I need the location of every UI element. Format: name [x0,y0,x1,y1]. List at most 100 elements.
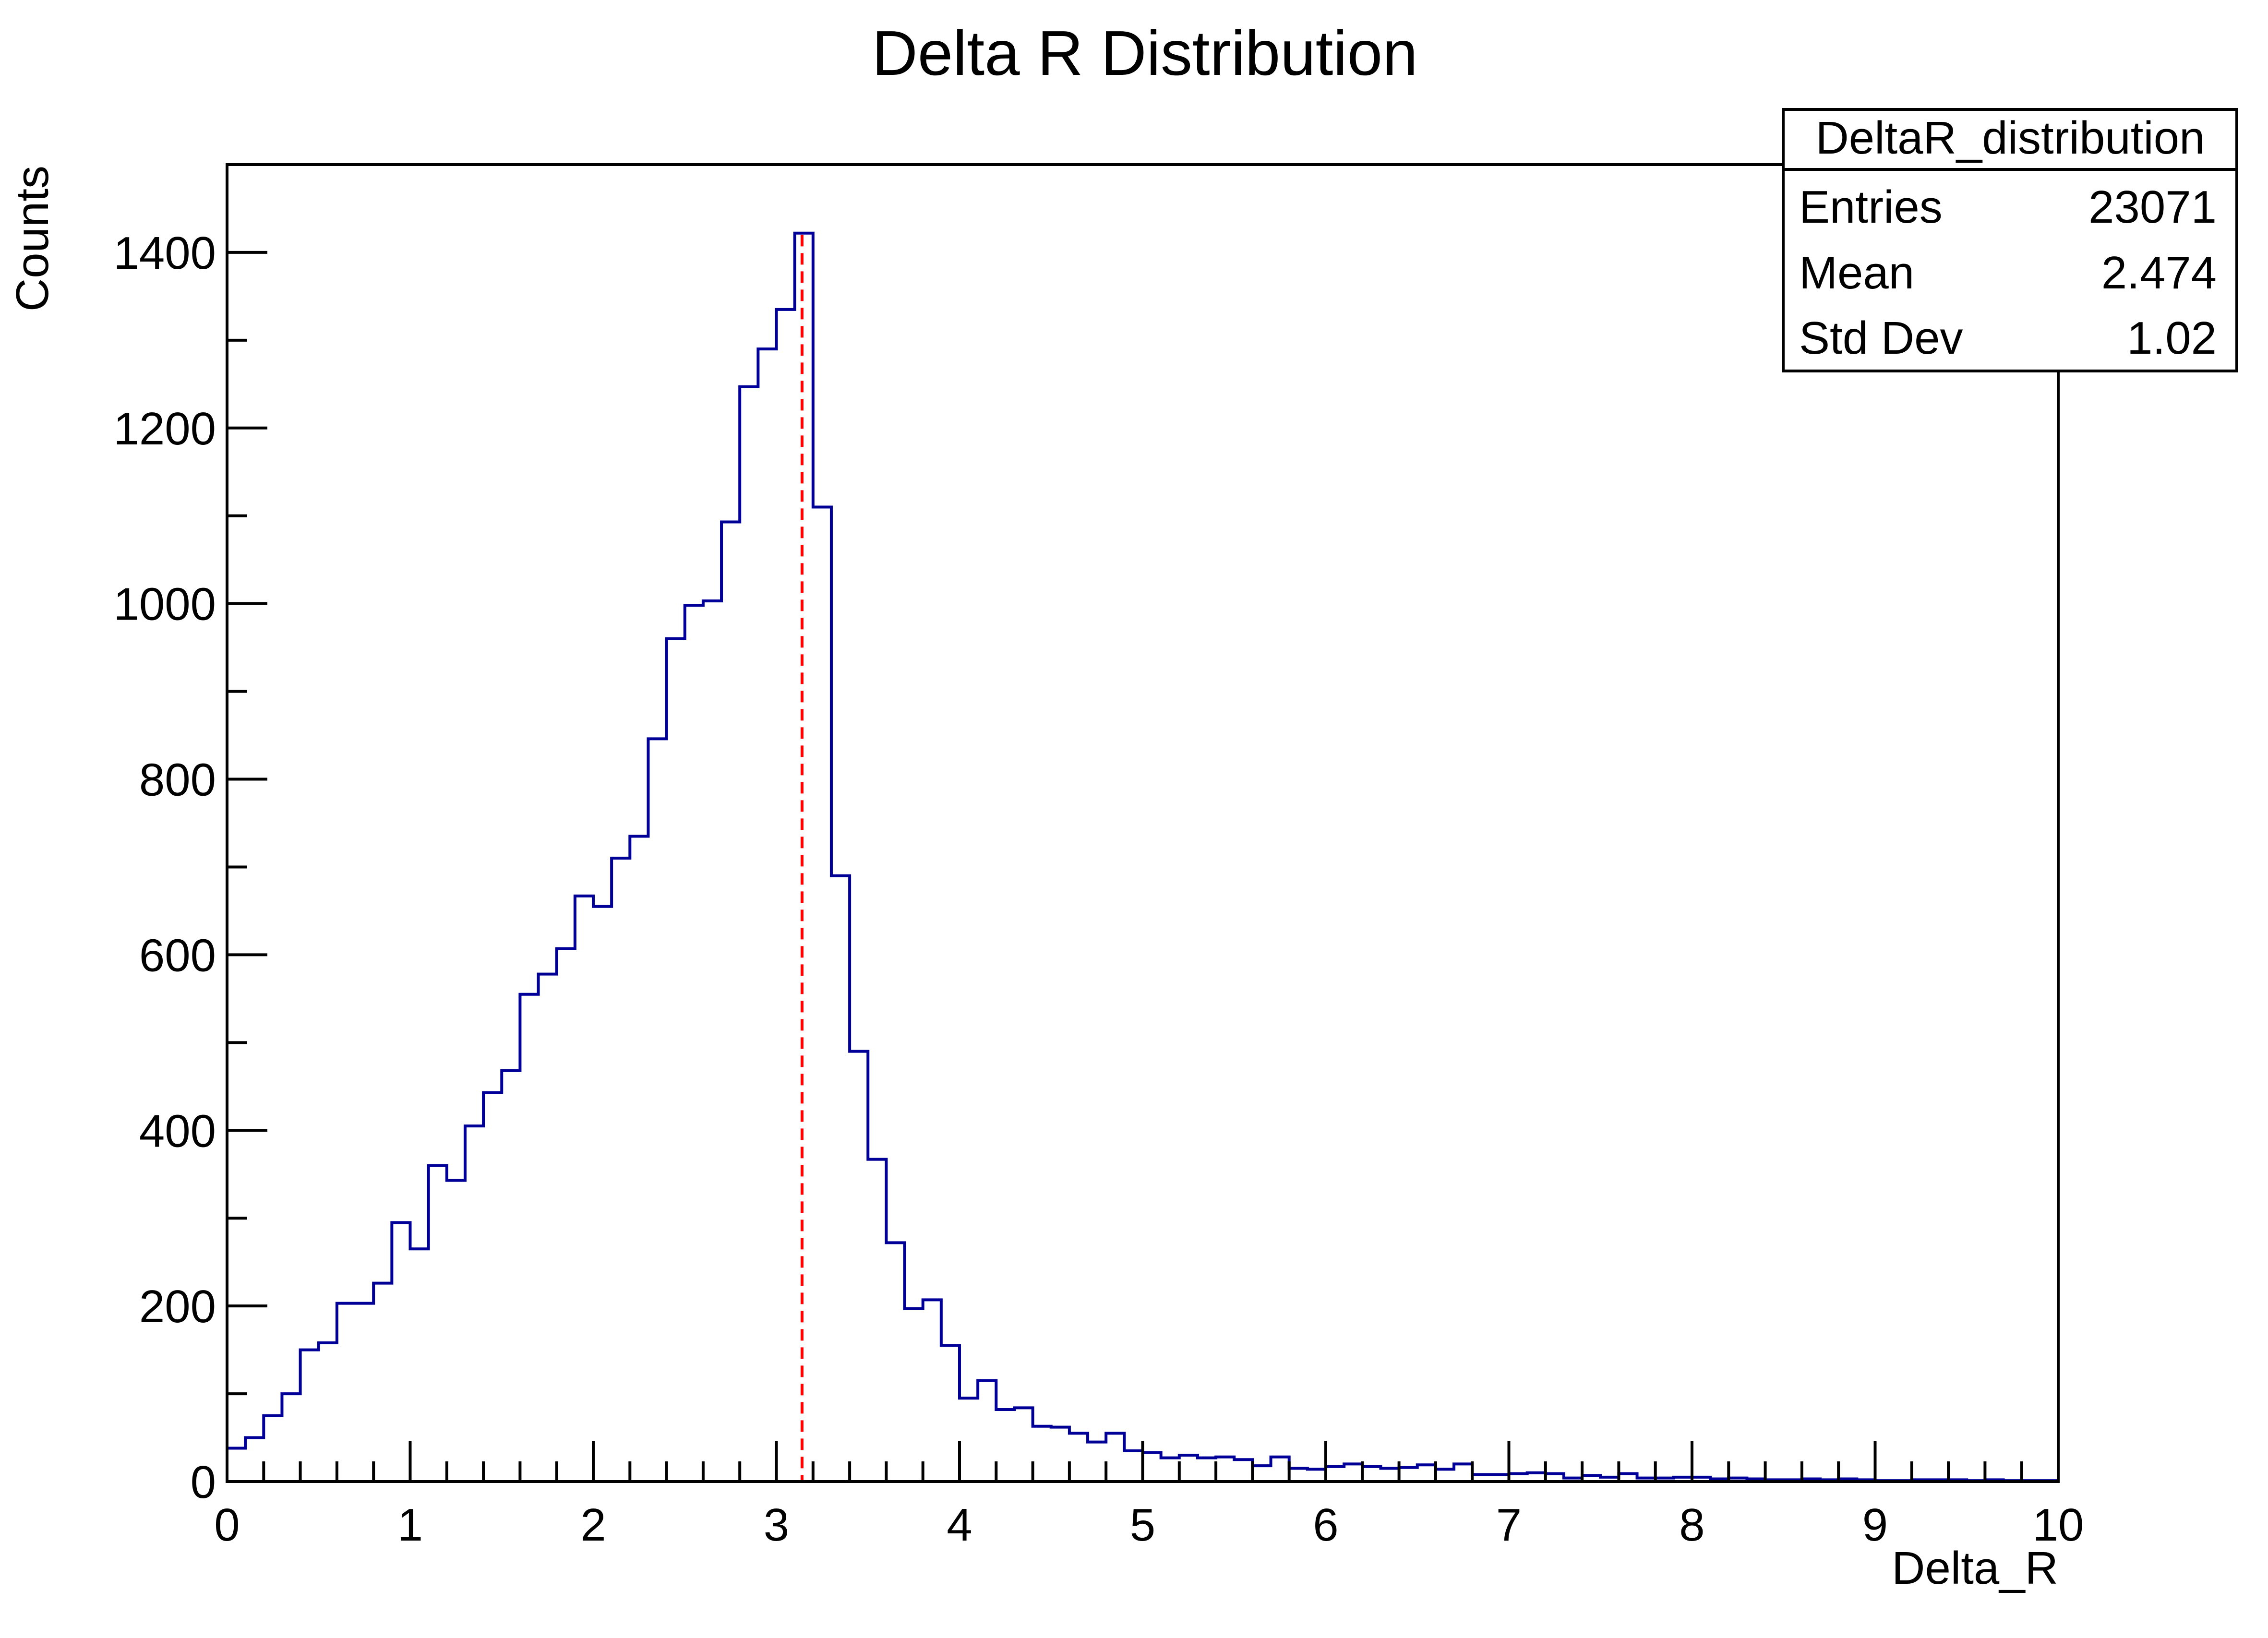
histogram-bin [996,1410,1014,1482]
histogram-bin [1106,1433,1124,1482]
histogram-bin [1308,1469,1326,1482]
histogram-bin [960,1398,978,1482]
histogram-bin [1161,1458,1179,1482]
x-tick-label: 6 [1313,1499,1338,1551]
stats-mean-value: 2.474 [2101,247,2217,299]
histogram-bin [868,1160,886,1482]
y-tick-label: 800 [139,754,216,806]
histogram-bin [1380,1469,1399,1482]
histogram-bin [392,1222,410,1482]
stats-stddev-label: Std Dev [1799,312,1963,364]
histogram-series [226,231,2060,1483]
y-tick-label: 1400 [113,227,216,279]
y-tick-label: 0 [191,1457,216,1508]
histogram-bin [1289,1469,1308,1482]
histogram-bin [1179,1455,1198,1482]
x-tick-label: 7 [1496,1499,1522,1551]
histogram-bin [978,1381,996,1482]
histogram-bin [300,1350,319,1482]
histogram-bin [813,507,831,1482]
histogram-bin [1454,1464,1472,1482]
stats-mean-label: Mean [1799,247,1914,299]
histogram-bin [1014,1408,1032,1482]
histogram-bin [1069,1433,1088,1482]
x-tick-label: 0 [214,1499,240,1551]
y-tick-label: 1200 [113,403,216,454]
histogram-bin [777,310,795,1482]
histogram-bin [685,605,703,1482]
histogram-bin [758,349,776,1482]
axes: 0 1 2 3 4 5 6 7 8 9 10 0 200 400 600 800 1000 1200 1400 [113,163,2084,1551]
x-tick-label: 2 [580,1499,606,1551]
x-tick-label: 4 [947,1499,972,1551]
histogram-bin [1033,1426,1051,1482]
histogram-bin [355,1303,373,1482]
stats-box-frame [1782,108,2238,372]
x-tick-label: 1 [397,1499,423,1551]
histogram-bin [227,1448,245,1482]
histogram-bin [1124,1451,1142,1482]
stats-box-title: DeltaR_distribution [1815,112,2205,164]
chart-title: Delta R Distribution [872,18,1417,88]
stats-entries-value: 23071 [2088,181,2217,233]
histogram-bin [1252,1466,1271,1482]
histogram-bin [520,994,538,1482]
histogram-bin [429,1165,447,1482]
histogram-bin [831,876,850,1482]
histogram-bin [502,1071,520,1482]
histogram-bin [1234,1459,1252,1482]
x-tick-label: 8 [1679,1499,1704,1551]
stats-stddev-value: 1.02 [2127,312,2217,364]
histogram-bin [1326,1467,1344,1482]
histogram-bin [282,1394,300,1482]
histogram-bin [1198,1458,1216,1482]
histogram-bin [447,1181,465,1482]
histogram-bin [1436,1469,1454,1482]
histogram-bin [648,739,666,1482]
histogram-bin [850,1052,868,1482]
histogram-bin [1399,1468,1417,1482]
histogram-bin [1362,1467,1380,1482]
x-tick-label: 9 [1862,1499,1888,1551]
y-tick-label: 200 [139,1281,216,1332]
histogram-bin [483,1093,502,1482]
histogram-bin [1417,1465,1436,1482]
x-axis-label: Delta_R [1892,1542,2058,1594]
stats-entries-label: Entries [1799,181,1943,233]
y-tick-label: 1000 [113,579,216,630]
histogram-bin [410,1249,429,1482]
histogram-bin [740,387,758,1482]
histogram-bin [941,1345,960,1482]
x-tick-label: 5 [1130,1499,1155,1551]
plot-area [226,231,2060,1483]
histogram-bin [245,1438,264,1482]
histogram-bin [264,1416,282,1482]
histogram-bin [721,522,740,1482]
histogram-bin [630,836,648,1482]
histogram-bin [886,1243,904,1482]
y-axis-label: Counts [7,166,58,311]
histogram-bin [1143,1453,1161,1482]
histogram-bin [465,1126,483,1482]
histogram-bin [337,1303,355,1482]
x-tick-label: 10 [2033,1499,2084,1551]
histogram-bin [557,949,575,1482]
y-tick-label: 400 [139,1105,216,1157]
histogram-bin [1271,1457,1289,1482]
histogram-bin [905,1309,923,1482]
histogram-bin [319,1343,337,1482]
histogram-bin [703,601,721,1482]
histogram-bin [1216,1457,1234,1482]
histogram-bin [373,1283,392,1482]
histogram-bin [1088,1442,1106,1482]
histogram-bin [593,907,612,1482]
histogram-bin [612,858,630,1482]
histogram-bin [539,974,557,1482]
histogram-bin [923,1300,941,1482]
histogram-bin [1344,1464,1362,1482]
stats-box: DeltaR_distribution Entries 23071 Mean 2… [1782,108,2238,372]
x-tick-label: 3 [764,1499,789,1551]
y-tick-label: 600 [139,930,216,981]
